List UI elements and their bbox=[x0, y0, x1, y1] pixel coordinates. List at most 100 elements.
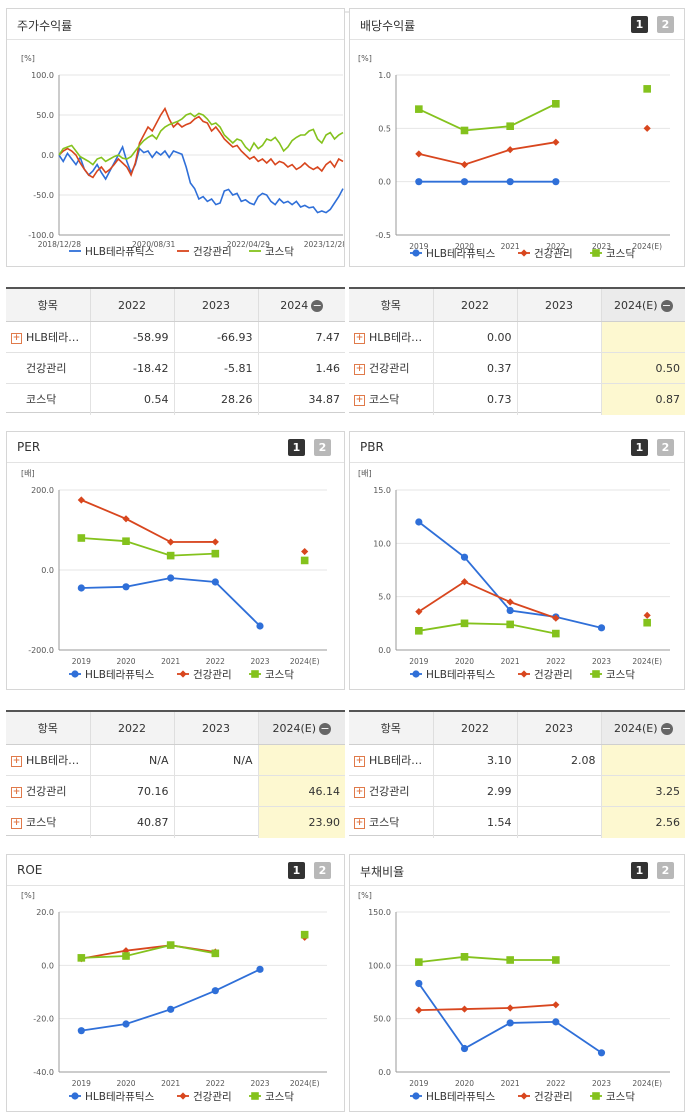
expand-icon[interactable]: + bbox=[354, 755, 365, 767]
chart-option-1-button[interactable]: 1 bbox=[631, 439, 648, 456]
x-tick-label: 2021 bbox=[501, 242, 520, 251]
series-line bbox=[80, 499, 216, 543]
table-cell: 0.54 bbox=[89, 383, 174, 415]
y-tick-label: 100.0 bbox=[31, 71, 54, 80]
table-cell: 2.08 bbox=[516, 744, 601, 776]
table-header: 2024(E) − bbox=[257, 712, 345, 745]
expand-icon[interactable]: + bbox=[354, 817, 365, 829]
legend-label: HLB테라퓨틱스 bbox=[85, 1091, 155, 1103]
data-point bbox=[552, 100, 560, 108]
row-name: 코스닥 bbox=[26, 393, 57, 407]
expand-icon[interactable]: + bbox=[11, 755, 22, 767]
panel-header: 주가수익률 bbox=[7, 9, 344, 40]
per-chart: [배] 200.0 0.0 -200.0 2019 2020 2021 2022 2023 202… bbox=[21, 469, 327, 681]
per-panel: PER 1 2 [배] 200.0 0.0 -200.0 2019 2020 2021 202… bbox=[6, 431, 345, 690]
data-point bbox=[77, 534, 86, 542]
y-tick-label: 0.5 bbox=[378, 124, 391, 133]
table-header: 2023 bbox=[516, 712, 601, 745]
chart-option-2-button[interactable]: 2 bbox=[657, 862, 674, 879]
dividend-yield-panel: 배당수익률 1 2 [%] 1.0 0.5 0.0 -0.5 2019 2020 2021 20… bbox=[349, 8, 685, 267]
table-cell: 3.25 bbox=[600, 775, 685, 807]
series-0 bbox=[415, 979, 606, 1057]
row-name: 건강관리 bbox=[369, 362, 410, 375]
series-line bbox=[418, 141, 556, 166]
chart-option-1-button[interactable]: 1 bbox=[631, 16, 648, 33]
legend-label: HLB테라퓨틱스 bbox=[85, 246, 155, 258]
x-tick-label: 2024(E) bbox=[632, 242, 662, 251]
table-cell: 1.54 bbox=[432, 806, 517, 838]
y-tick-label: 200.0 bbox=[31, 486, 54, 495]
expand-icon[interactable]: + bbox=[354, 786, 365, 798]
expand-icon[interactable]: + bbox=[11, 332, 22, 344]
data-point bbox=[460, 553, 469, 561]
data-point bbox=[552, 629, 560, 638]
chart-option-1-button[interactable]: 1 bbox=[631, 862, 648, 879]
expand-icon[interactable]: + bbox=[354, 394, 365, 406]
table-row: 코스닥 0.54 28.26 34.87 bbox=[6, 383, 345, 415]
data-point bbox=[77, 496, 85, 504]
row-label: + HLB테라… bbox=[6, 321, 90, 353]
data-point bbox=[122, 515, 130, 523]
data-point bbox=[506, 146, 514, 154]
expand-icon[interactable]: + bbox=[11, 786, 22, 798]
y-tick-label: -200.0 bbox=[28, 646, 54, 655]
row-label: + HLB테라… bbox=[6, 744, 90, 776]
top-strip bbox=[0, 0, 691, 13]
chart-legend: HLB테라퓨틱스 건강관리 코스닥 bbox=[69, 246, 294, 258]
collapse-icon[interactable]: − bbox=[319, 721, 332, 735]
row-label: 코스닥 bbox=[6, 384, 90, 415]
series-line-1 bbox=[58, 106, 344, 179]
chart-option-1-button[interactable]: 1 bbox=[288, 862, 305, 879]
chart-option-2-button[interactable]: 2 bbox=[314, 439, 331, 456]
data-point bbox=[167, 1005, 175, 1013]
x-tick-label: 2019 bbox=[409, 1079, 428, 1088]
data-point bbox=[415, 1006, 423, 1014]
y-tick-label: 50.0 bbox=[373, 1015, 391, 1024]
panel-header: PBR 1 2 bbox=[350, 432, 684, 463]
series-2 bbox=[415, 85, 651, 135]
panel-header: ROE 1 2 bbox=[7, 855, 344, 886]
row-name: 코스닥 bbox=[26, 816, 57, 830]
table-header: 2022 bbox=[432, 712, 517, 745]
table-header: 항목 bbox=[349, 712, 433, 745]
data-point bbox=[211, 949, 220, 958]
series-2 bbox=[415, 618, 651, 638]
table-row: + HLB테라… -58.99 -66.93 7.47 bbox=[6, 321, 345, 353]
table-cell: -58.99 bbox=[89, 321, 174, 353]
expand-icon[interactable]: + bbox=[354, 332, 365, 344]
x-tick-label: 2023 bbox=[592, 657, 611, 666]
table-cell: 0.37 bbox=[432, 352, 517, 384]
data-point bbox=[506, 178, 514, 186]
chart-option-2-button[interactable]: 2 bbox=[314, 862, 331, 879]
chart-option-1-button[interactable]: 1 bbox=[288, 439, 305, 456]
data-point bbox=[77, 954, 86, 962]
data-point bbox=[597, 1049, 606, 1057]
table-cell: 2.56 bbox=[600, 806, 685, 838]
data-point bbox=[301, 547, 309, 556]
expand-icon[interactable]: + bbox=[354, 363, 365, 375]
data-point bbox=[179, 1092, 187, 1100]
legend-label: HLB테라퓨틱스 bbox=[426, 248, 496, 260]
data-point bbox=[506, 122, 514, 130]
chart-option-2-button[interactable]: 2 bbox=[657, 16, 674, 33]
collapse-icon[interactable]: − bbox=[660, 298, 673, 312]
series-line bbox=[418, 580, 557, 619]
table-row: 건강관리 -18.42 -5.81 1.46 bbox=[6, 352, 345, 384]
collapse-icon[interactable]: − bbox=[311, 298, 324, 312]
x-tick-label: 2021 bbox=[161, 1079, 180, 1088]
data-point bbox=[167, 574, 175, 582]
data-point bbox=[460, 953, 469, 961]
chart-option-2-button[interactable]: 2 bbox=[657, 439, 674, 456]
data-point bbox=[77, 584, 85, 592]
x-tick-label: 2022 bbox=[546, 242, 565, 251]
x-tick-label: 2020 bbox=[455, 657, 474, 666]
x-tick-label: 2023 bbox=[592, 242, 611, 251]
expand-icon[interactable]: + bbox=[11, 817, 22, 829]
x-tick-label: 2019 bbox=[72, 1079, 91, 1088]
dividend-yield-table: 항목 2022 2023 2024(E) − + HLB테라… 0.00 + 건강관리… bbox=[349, 287, 685, 415]
row-label: + HLB테라… bbox=[349, 744, 433, 776]
collapse-icon[interactable]: − bbox=[660, 721, 673, 735]
table-cell: 0.50 bbox=[600, 352, 685, 384]
series-line bbox=[81, 537, 216, 557]
data-point bbox=[71, 670, 79, 678]
